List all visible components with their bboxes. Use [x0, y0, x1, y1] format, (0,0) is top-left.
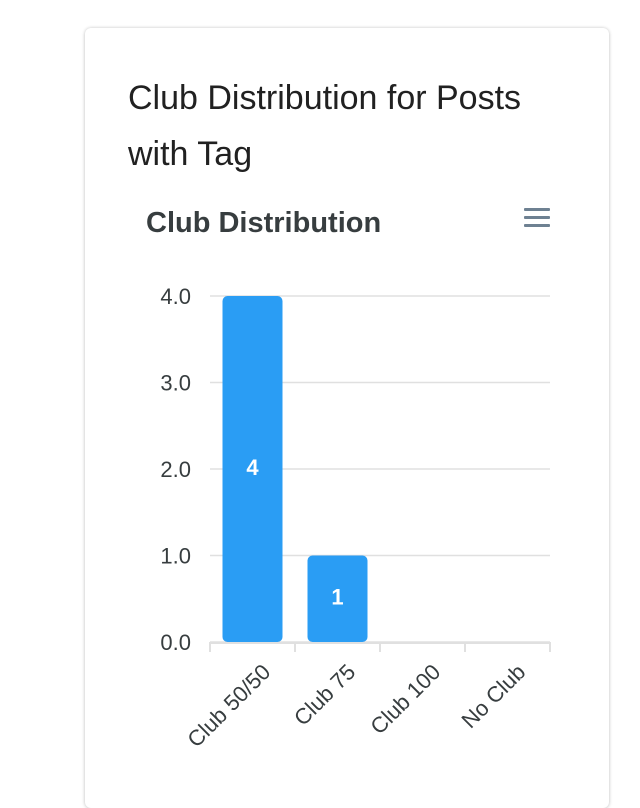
data-labels: 41	[246, 455, 343, 610]
menu-line	[524, 216, 550, 219]
menu-line	[524, 224, 550, 227]
bar-chart: Club Distribution 0.01.02.03.04.0 41 Clu…	[146, 207, 551, 752]
x-category-label: Club 75	[289, 659, 360, 730]
bar[interactable]	[307, 555, 368, 643]
bar-data-label: 1	[331, 585, 343, 610]
bars	[222, 296, 368, 643]
x-category-label: No Club	[456, 659, 530, 733]
y-tick-label: 4.0	[160, 284, 191, 309]
y-tick-label: 0.0	[160, 630, 191, 655]
y-axis: 0.0 1.0 2.0 3.0 4.0	[160, 284, 191, 655]
card-title: Club Distribution for Posts with Tag	[128, 79, 522, 173]
x-category-label: Club 100	[365, 659, 445, 739]
menu-line	[524, 208, 550, 211]
bar[interactable]	[222, 296, 283, 642]
chart-title: Club Distribution	[146, 207, 381, 239]
y-tick-label: 1.0	[160, 543, 191, 568]
bar-data-label: 4	[246, 455, 259, 480]
y-tick-label: 2.0	[160, 457, 191, 482]
chart-card: Club Distribution for Posts with Tag	[85, 28, 609, 808]
menu-icon[interactable]	[520, 204, 554, 234]
x-category-label: Club 50/50	[182, 659, 275, 752]
x-axis: Club 50/50 Club 75 Club 100 No Club	[182, 642, 551, 752]
y-tick-label: 3.0	[160, 370, 191, 395]
